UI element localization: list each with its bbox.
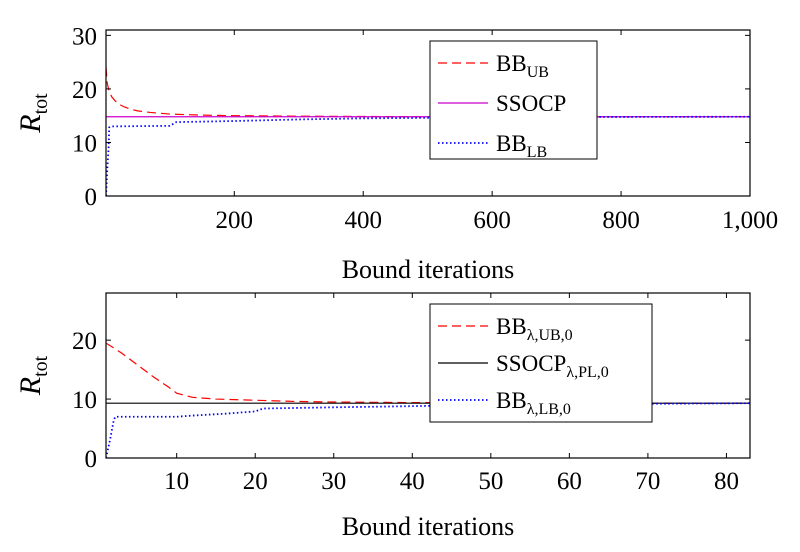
- c1-y-axis-label-sub: tot: [30, 355, 52, 377]
- c0-legend-label-main: BB: [496, 131, 527, 156]
- c0-legend-box: [429, 40, 598, 160]
- c0-xtick-label: 1,000: [722, 207, 778, 234]
- c1-xtick-label: 60: [557, 468, 582, 495]
- c1-ytick-label: 10: [72, 387, 97, 414]
- c0-legend-label-2: BBLB: [496, 131, 547, 161]
- c0-xtick-label: 800: [602, 207, 640, 234]
- c0-x-axis-label: Bound iterations: [342, 255, 515, 284]
- c1-series-0-line: [106, 342, 750, 404]
- c0-xtick-label: 600: [473, 207, 511, 234]
- c0-y-axis-label: Rtot: [14, 93, 52, 134]
- c1-legend-label-sub: λ,LB,0: [527, 401, 571, 418]
- c1-legend-label-main: BB: [496, 388, 527, 413]
- c1-x-axis-label: Bound iterations: [342, 512, 515, 541]
- c0-ytick-label: 20: [72, 77, 97, 104]
- c1-axes-frame: [105, 292, 751, 459]
- c1-legend-label-sub: λ,PL,0: [566, 364, 608, 381]
- c0-legend-label-1: SSOCP: [496, 91, 566, 116]
- top-chart: 200 400 600 800 1,000 0 10 20 30 Bound iterations…: [14, 23, 778, 284]
- c1-series-group: [106, 342, 750, 458]
- c0-legend-label-sub: LB: [527, 144, 547, 161]
- c1-xtick-label: 50: [478, 468, 503, 495]
- c1-y-axis-label: Rtot: [14, 355, 52, 396]
- c1-xtick-label: 70: [635, 468, 660, 495]
- c1-ytick-label: 20: [72, 328, 97, 355]
- c1-legend-label-1: SSOCPλ,PL,0: [496, 351, 609, 381]
- c0-ytick-label: 30: [72, 23, 97, 50]
- c1-xtick-label: 40: [400, 468, 425, 495]
- c0-series-group: [106, 67, 750, 196]
- c1-xtick-label: 30: [321, 468, 346, 495]
- c0-xtick-label: 400: [344, 207, 382, 234]
- c0-y-axis-label-sub: tot: [30, 93, 52, 115]
- c1-legend-label-sub: λ,UB,0: [527, 327, 573, 344]
- c1-xtick-label: 80: [714, 468, 739, 495]
- c0-series-0-line: [106, 67, 750, 118]
- c0-axes-frame: [105, 29, 751, 197]
- c1-legend-label-2: BBλ,LB,0: [496, 388, 571, 418]
- c0-legend-label-sub: UB: [527, 64, 549, 81]
- c0-ytick-label: 10: [72, 130, 97, 157]
- c1-legend-label-main: SSOCP: [496, 351, 566, 376]
- c1-series-2-line: [106, 402, 750, 458]
- c1-xtick-label: 20: [243, 468, 268, 495]
- c1-y-axis-label-main: R: [14, 377, 47, 396]
- bottom-chart: 10 20 30 40 50 60 70 80 0 10 20 Bound iterations Rto…: [14, 292, 751, 541]
- c1-legend-label-0: BBλ,UB,0: [496, 314, 573, 344]
- c0-legend-label-main: BB: [496, 51, 527, 76]
- c0-legend-label-main: SSOCP: [496, 91, 566, 116]
- c1-xtick-label: 10: [164, 468, 189, 495]
- c0-series-2-line: [106, 115, 750, 196]
- c0-ytick-label: 0: [85, 184, 98, 211]
- c0-legend-label-0: BBUB: [496, 51, 549, 81]
- c1-legend-label-main: BB: [496, 314, 527, 339]
- c0-xtick-label: 200: [216, 207, 254, 234]
- c1-ytick-label: 0: [85, 446, 98, 473]
- c0-y-axis-label-main: R: [14, 114, 47, 133]
